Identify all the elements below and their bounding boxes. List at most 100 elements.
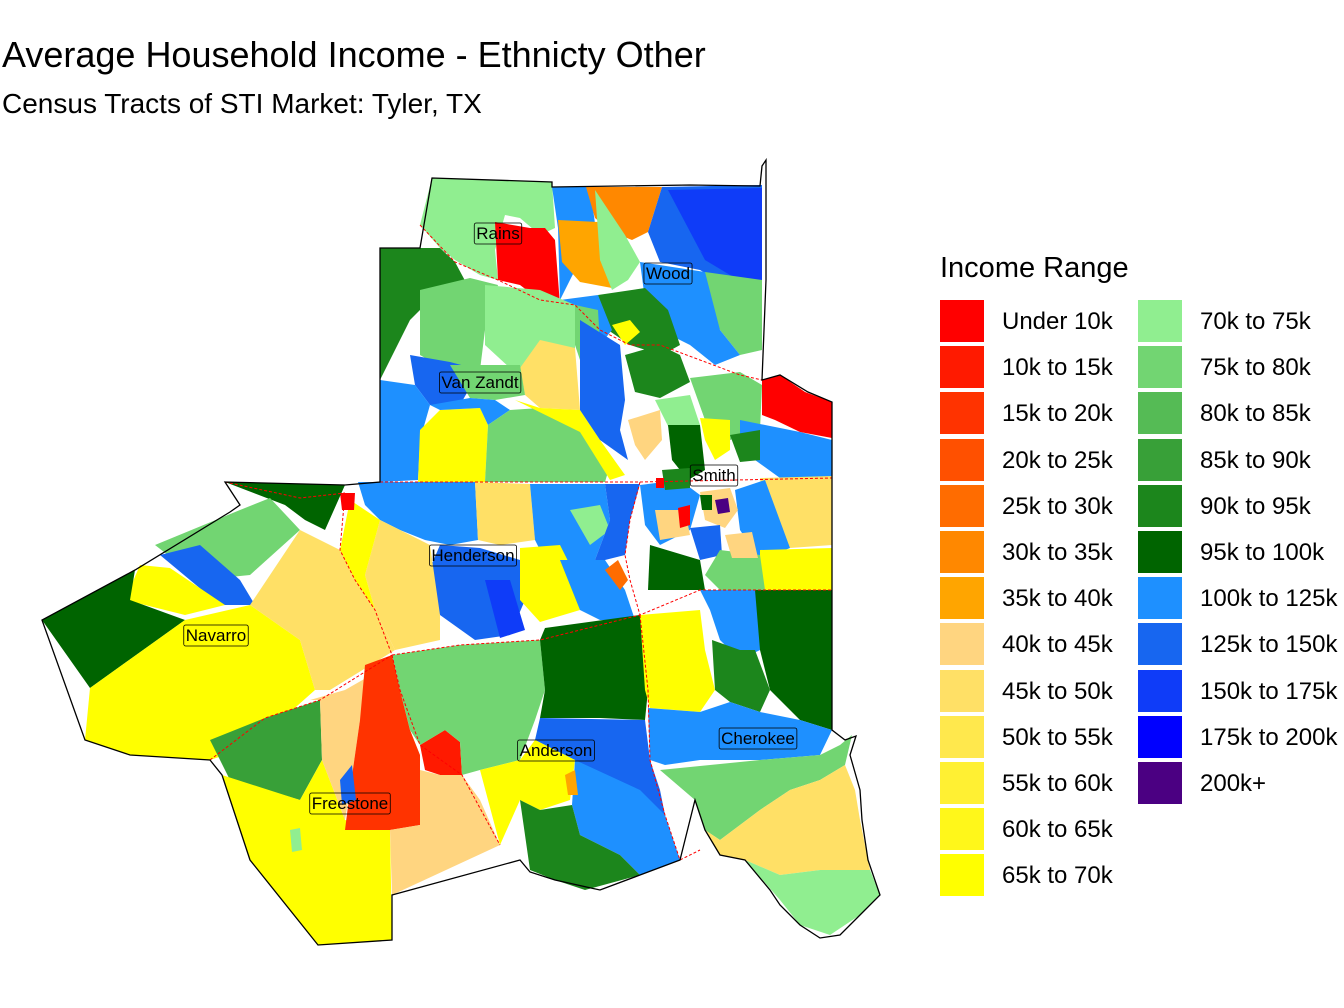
tract <box>580 320 628 460</box>
svg-text:Anderson: Anderson <box>520 741 593 760</box>
tract <box>160 545 255 605</box>
tract <box>690 525 722 560</box>
legend-label: 175k to 200k <box>1200 723 1338 751</box>
legend-swatch <box>940 531 984 573</box>
tract <box>485 580 525 638</box>
legend-swatch <box>1138 669 1182 712</box>
legend-swatch <box>940 577 984 620</box>
county-label: Henderson <box>429 544 517 567</box>
tract <box>668 425 705 480</box>
tract <box>345 655 420 830</box>
tract <box>648 545 705 590</box>
map-title: Average Household Income - Ethnicty Othe… <box>2 34 706 75</box>
legend-swatch <box>940 762 984 804</box>
tract <box>515 400 625 480</box>
legend-swatch <box>940 392 984 435</box>
legend-label: 200k+ <box>1200 770 1267 797</box>
svg-text:Smith: Smith <box>692 466 735 485</box>
county-label: Van Zandt <box>439 371 522 394</box>
legend-swatch <box>1138 531 1182 573</box>
county-label: Navarro <box>183 624 249 647</box>
legend-label: 65k to 70k <box>1002 862 1113 890</box>
legend-swatch <box>1138 577 1182 620</box>
svg-text:Navarro: Navarro <box>186 626 246 645</box>
legend-swatch <box>1138 715 1182 758</box>
legend-label: 95k to 100k <box>1200 539 1325 566</box>
legend-label: Under 10k <box>1002 308 1113 335</box>
tract <box>290 828 302 852</box>
tract <box>760 548 832 590</box>
tract <box>586 187 662 240</box>
tract <box>595 484 640 560</box>
tract <box>42 570 185 688</box>
tract <box>605 560 628 590</box>
tract <box>595 190 640 290</box>
legend-swatch <box>1138 484 1182 527</box>
svg-text:Cherokee: Cherokee <box>721 729 795 748</box>
tract <box>700 590 760 660</box>
tract <box>628 410 662 460</box>
tract <box>520 800 640 890</box>
county-labels: Rains Wood Van Zandt Smith Henderson Navarro A… <box>183 222 798 815</box>
tract <box>210 700 322 800</box>
tract <box>392 640 545 775</box>
tract <box>225 482 345 530</box>
legend-swatch <box>1138 392 1182 435</box>
tract <box>495 222 560 305</box>
tract <box>125 565 225 615</box>
tract <box>740 420 832 482</box>
tract <box>640 610 715 712</box>
tract <box>700 418 730 460</box>
tract <box>598 288 680 355</box>
county-borders <box>209 224 833 861</box>
tract <box>656 478 664 488</box>
tract <box>612 320 640 345</box>
tract <box>418 408 488 482</box>
tract <box>340 500 380 610</box>
tract <box>380 380 430 482</box>
legend-swatch <box>940 808 984 851</box>
tract <box>358 482 478 545</box>
tract <box>380 248 470 380</box>
tract <box>485 408 610 482</box>
tract <box>450 365 525 400</box>
county-label: Wood <box>643 262 693 285</box>
tract <box>420 278 498 372</box>
tract <box>678 505 690 528</box>
tract <box>762 375 832 438</box>
legend-swatch <box>940 623 984 666</box>
tract <box>390 770 500 895</box>
legend-label: 90k to 95k <box>1200 492 1311 520</box>
tract <box>668 188 762 282</box>
tract <box>565 770 578 795</box>
legend-swatch <box>1138 346 1182 389</box>
tract <box>700 495 712 510</box>
legend-label: 15k to 20k <box>1002 400 1113 428</box>
legend-swatch <box>1138 300 1182 342</box>
county-label: Cherokee <box>718 727 798 750</box>
county-label: Freestone <box>309 792 391 815</box>
tract <box>705 765 870 875</box>
tract <box>705 272 762 355</box>
market-outline <box>41 157 881 946</box>
legend-label: 80k to 85k <box>1200 400 1311 428</box>
legend-swatch <box>940 484 984 527</box>
tract <box>222 760 392 945</box>
tract <box>572 760 680 875</box>
tract <box>655 395 700 430</box>
legend-label: 50k to 55k <box>1002 723 1113 751</box>
tract <box>420 730 462 775</box>
tract <box>340 493 355 510</box>
legend-label: 85k to 90k <box>1200 446 1311 474</box>
legend-title: Income Range <box>940 252 1129 284</box>
svg-text:Freestone: Freestone <box>312 794 389 813</box>
legend-label: 55k to 60k <box>1002 770 1113 797</box>
tract <box>705 550 765 590</box>
legend-label: 45k to 50k <box>1002 677 1113 705</box>
legend-label: 70k to 75k <box>1200 308 1311 335</box>
tract <box>755 590 832 730</box>
tract <box>715 498 730 514</box>
county-label: Rains <box>473 222 523 245</box>
legend-label: 75k to 80k <box>1200 354 1311 382</box>
legend-label: 30k to 35k <box>1002 539 1113 566</box>
